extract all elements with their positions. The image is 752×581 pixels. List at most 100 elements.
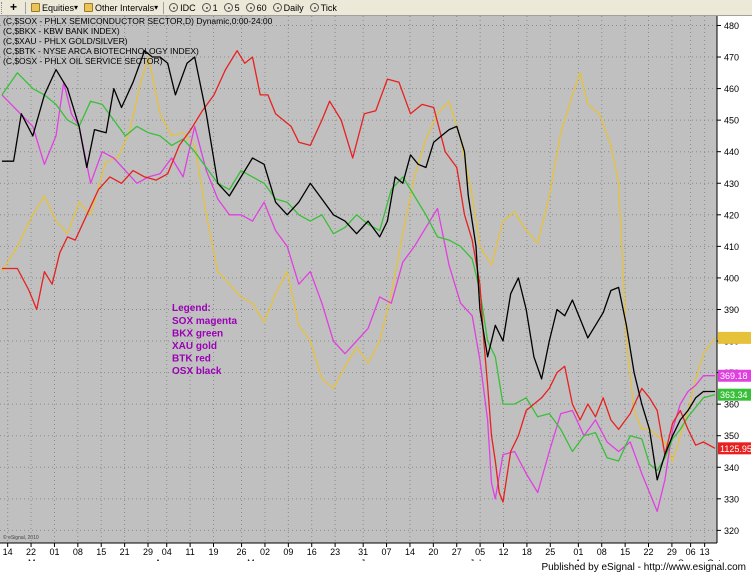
- x-tick-label: 04: [162, 547, 172, 557]
- clock-icon: [245, 3, 255, 12]
- last-value-label: 380.03: [720, 333, 748, 343]
- x-tick-label: 06: [686, 547, 696, 557]
- x-tick-label: 22: [644, 547, 654, 557]
- legend-entry: OSX black: [172, 366, 222, 377]
- toolbar-grip[interactable]: [1, 1, 5, 14]
- copyright-text: © eSignal, 2010: [3, 534, 39, 541]
- y-tick-label: 330: [724, 494, 739, 504]
- toolbar-button-label: 1: [212, 2, 218, 13]
- clock-icon: [309, 3, 319, 12]
- y-tick-label: 400: [724, 273, 739, 283]
- y-tick-label: 450: [724, 116, 739, 126]
- last-value-box: [718, 388, 751, 401]
- last-value-box: [718, 369, 751, 382]
- series-line-1: [1, 81, 715, 513]
- x-tick-label: 19: [208, 547, 218, 557]
- y-tick-label: 350: [724, 431, 739, 441]
- gear-icon: [169, 3, 179, 12]
- last-value-box: [718, 442, 751, 455]
- legend-entry: BKX green: [172, 329, 223, 340]
- toolbar-button-equities[interactable]: Equities ▾: [28, 1, 81, 15]
- toolbar-button-label: 5: [234, 2, 240, 13]
- toolbar-divider: [25, 1, 26, 14]
- footer: Published by eSignal - http://www.esigna…: [0, 561, 752, 576]
- y-tick-label: 320: [724, 526, 739, 536]
- toolbar: + Equities ▾ Other Intervals ▾ IDC 1 5 60 Daily…: [0, 0, 752, 16]
- folder-icon: [31, 3, 40, 12]
- y-tick-label: 360: [724, 400, 739, 410]
- x-tick-label: 21: [120, 547, 130, 557]
- chevron-down-icon: ▾: [74, 3, 79, 12]
- x-tick-label: 09: [283, 547, 293, 557]
- x-tick-label: 12: [498, 547, 508, 557]
- series-line-2: [1, 72, 716, 472]
- toolbar-button-crosshair[interactable]: +: [7, 1, 23, 15]
- last-value-label: 369.18: [720, 371, 748, 381]
- toolbar-button-idc[interactable]: IDC: [166, 1, 199, 15]
- plot-background: [0, 16, 717, 543]
- legend-entry: BTK red: [172, 354, 211, 365]
- legend-entry: XAU gold: [172, 341, 217, 352]
- x-tick-label: 13: [700, 547, 710, 557]
- x-tick-label: 02: [260, 547, 270, 557]
- x-tick-label: 29: [667, 547, 677, 557]
- x-tick-label: 01: [573, 547, 583, 557]
- toolbar-button-60[interactable]: 60: [243, 1, 270, 15]
- series-line-3: [2, 50, 716, 503]
- x-tick-label: 25: [545, 547, 555, 557]
- series-line-0: [1, 56, 716, 462]
- toolbar-button-other-intervals[interactable]: Other Intervals ▾: [81, 1, 161, 15]
- folder-icon: [84, 3, 94, 12]
- x-tick-label: 23: [330, 547, 340, 557]
- chart-svg: 3203303403503603703803904004104204304404…: [0, 16, 752, 576]
- series-header-line: (C,$XAU - PHLX GOLD/SILVER): [3, 36, 128, 46]
- x-tick-label: 15: [620, 547, 630, 557]
- clock-icon: [223, 3, 233, 12]
- toolbar-button-label: Other Intervals: [95, 2, 155, 13]
- y-tick-label: 410: [724, 242, 739, 252]
- x-tick-label: 18: [522, 547, 532, 557]
- toolbar-button-label: Daily: [283, 2, 304, 13]
- x-tick-label: 26: [237, 547, 247, 557]
- toolbar-divider: [163, 1, 165, 14]
- x-tick-label: 14: [3, 547, 13, 557]
- legend-entry: SOX magenta: [172, 316, 237, 327]
- series-header-line: (C,$BKX - KBW BANK INDEX): [3, 26, 120, 36]
- y-tick-label: 430: [724, 179, 739, 189]
- x-tick-label: 01: [49, 547, 59, 557]
- toolbar-button-label: Equities: [42, 2, 75, 13]
- x-tick-label: 08: [73, 547, 83, 557]
- x-tick-label: 14: [405, 547, 415, 557]
- x-tick-label: 31: [358, 547, 368, 557]
- x-tick-label: 16: [307, 547, 317, 557]
- toolbar-button-tick[interactable]: Tick: [307, 1, 340, 15]
- y-tick-label: 460: [724, 84, 739, 94]
- crosshair-icon: +: [10, 0, 18, 14]
- x-tick-label: 27: [452, 547, 462, 557]
- last-value-label: 363.34: [720, 390, 748, 400]
- series-header-line: (C,$BTK - NYSE ARCA BIOTECHNOLOGY INDEX): [3, 46, 199, 56]
- chart-area: 3203303403503603703803904004104204304404…: [0, 16, 752, 576]
- y-tick-label: 440: [724, 147, 739, 157]
- toolbar-button-1[interactable]: 1: [199, 1, 221, 15]
- x-tick-label: 07: [382, 547, 392, 557]
- y-tick-label: 420: [724, 210, 739, 220]
- x-tick-label: 15: [96, 547, 106, 557]
- toolbar-button-label: IDC: [180, 2, 196, 13]
- legend-title: Legend:: [172, 303, 211, 314]
- toolbar-button-5[interactable]: 5: [221, 1, 243, 15]
- y-axis-panel: [717, 16, 752, 543]
- x-tick-label: 11: [185, 547, 194, 557]
- y-tick-label: 390: [724, 305, 739, 315]
- x-tick-label: 29: [143, 547, 153, 557]
- toolbar-button-label: Tick: [320, 2, 337, 13]
- x-tick-label: 05: [475, 547, 485, 557]
- clock-icon: [201, 3, 211, 12]
- toolbar-button-daily[interactable]: Daily: [270, 1, 307, 15]
- footer-credit: Published by eSignal - http://www.esigna…: [541, 562, 746, 573]
- last-value-box: [718, 331, 751, 344]
- series-header-line: (C,$SOX - PHLX SEMICONDUCTOR SECTOR,D) D…: [3, 16, 273, 26]
- series-header-line: (C,$OSX - PHLX OIL SERVICE SECTOR): [3, 56, 163, 66]
- y-tick-label: 470: [724, 53, 739, 63]
- y-tick-label: 340: [724, 463, 739, 473]
